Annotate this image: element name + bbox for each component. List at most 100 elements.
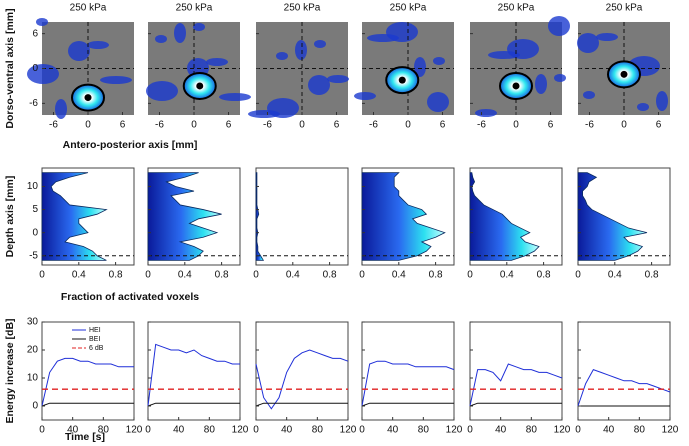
plot-frame — [147, 321, 241, 421]
x-tick-label: 0 — [467, 270, 473, 281]
profile-area — [255, 172, 265, 261]
panel-title: 250 kPa — [176, 3, 213, 14]
x-tick-label: 40 — [281, 425, 293, 436]
y-tick-label: 0 — [32, 227, 38, 238]
panel: 0 0.4 0.8 — [145, 167, 241, 281]
x-tick-label: 120 — [232, 425, 249, 436]
panel: 0 40 80 120 — [253, 321, 357, 436]
legend-label: HEI — [89, 327, 101, 334]
x-tick-label: -6 — [263, 120, 272, 131]
x-tick-label: 0.4 — [392, 270, 406, 281]
x-tick-label: 0 — [85, 120, 91, 131]
focus-point — [620, 70, 628, 78]
panel-title: 250 kPa — [70, 3, 107, 14]
y-tick-label: 6 — [32, 28, 38, 39]
x-tick-label: 0.8 — [537, 270, 551, 281]
x-axis-label: Time [s] — [65, 431, 105, 443]
x-tick-label: 6 — [440, 120, 446, 131]
activation-blob — [155, 35, 167, 43]
plot-frame — [469, 321, 563, 421]
profile-area — [577, 172, 648, 261]
panel: 250 kPa -6 0 6 — [248, 3, 349, 131]
y-tick-label: 30 — [27, 317, 39, 328]
activation-blob — [87, 41, 109, 49]
plot-frame — [255, 167, 349, 266]
activation-blob — [206, 58, 228, 66]
legend-label: BEI — [89, 336, 100, 343]
plot-frame — [361, 321, 455, 421]
panel: 0 0.4 0.8 — [359, 167, 455, 281]
profile-area — [361, 172, 446, 261]
x-tick-label: 0.8 — [109, 270, 123, 281]
x-tick-label: 0 — [145, 425, 151, 436]
profile-area — [147, 172, 222, 261]
panel: 250 kPa -6 0 6 — [470, 3, 570, 131]
x-tick-label: 0 — [467, 425, 473, 436]
x-tick-label: 40 — [67, 425, 79, 436]
activation-blob — [308, 75, 330, 95]
panel: 250 kPa -6 0 6 — [354, 3, 454, 131]
x-tick-label: 80 — [526, 425, 538, 436]
activation-blob — [583, 91, 595, 99]
focus-point — [398, 76, 406, 84]
x-tick-label: 0 — [621, 120, 627, 131]
panel: HEI BEI 6 dB 0 40 80 120 0 10 20 30 — [27, 317, 143, 436]
x-tick-label: -6 — [155, 120, 164, 131]
x-tick-label: 0.4 — [72, 270, 86, 281]
series-line — [147, 402, 240, 407]
series-line — [147, 343, 240, 407]
activation-blob — [554, 74, 566, 82]
panel: 250 kPa -6 0 6 — [577, 3, 670, 131]
activation-blob — [267, 98, 299, 118]
x-axis-label: Fraction of activated voxels — [61, 291, 199, 303]
x-tick-label: 120 — [126, 425, 143, 436]
x-tick-label: 0 — [253, 425, 259, 436]
x-tick-label: 120 — [554, 425, 571, 436]
focus-point — [196, 82, 204, 90]
panel-title: 250 kPa — [390, 3, 427, 14]
legend-label: 6 dB — [89, 345, 104, 352]
series-line — [255, 402, 348, 407]
series-line — [41, 357, 134, 407]
activation-blob — [354, 92, 376, 100]
y-tick-label: -5 — [29, 250, 38, 261]
x-tick-label: 0.8 — [215, 270, 229, 281]
focus-point — [84, 94, 92, 102]
panel-title: 250 kPa — [606, 3, 643, 14]
x-tick-label: -6 — [369, 120, 378, 131]
x-tick-label: 80 — [312, 425, 324, 436]
y-tick-label: 5 — [32, 204, 38, 215]
series-line — [577, 368, 671, 407]
panel: 0 0.4 0.8 — [253, 167, 349, 281]
activation-blob — [146, 81, 178, 101]
y-axis-label: Energy increase [dB] — [4, 318, 16, 423]
x-tick-label: 0.4 — [286, 270, 300, 281]
x-tick-label: 40 — [173, 425, 185, 436]
x-tick-label: 0 — [359, 425, 365, 436]
activation-blob — [596, 33, 618, 41]
series-line — [469, 363, 563, 407]
x-tick-label: 0.8 — [323, 270, 337, 281]
x-tick-label: -6 — [49, 120, 58, 131]
x-tick-label: 0 — [253, 270, 259, 281]
series-line — [361, 360, 455, 407]
activation-blob — [193, 23, 205, 31]
activation-blob — [427, 92, 449, 112]
series-line — [361, 402, 454, 407]
activation-blob — [475, 109, 497, 117]
x-tick-label: 120 — [340, 425, 357, 436]
panel: 0 40 80 120 — [145, 321, 249, 436]
activation-blob — [507, 39, 539, 59]
plot-frame — [41, 321, 135, 421]
x-tick-label: 40 — [603, 425, 615, 436]
x-axis-label: Antero-posterior axis [mm] — [63, 139, 198, 151]
panel-title: 250 kPa — [498, 3, 535, 14]
y-tick-label: 20 — [27, 345, 39, 356]
x-tick-label: 6 — [120, 120, 126, 131]
panel: 0 0.4 0.8 — [575, 167, 671, 281]
x-tick-label: 0.4 — [178, 270, 192, 281]
x-tick-label: 40 — [387, 425, 399, 436]
